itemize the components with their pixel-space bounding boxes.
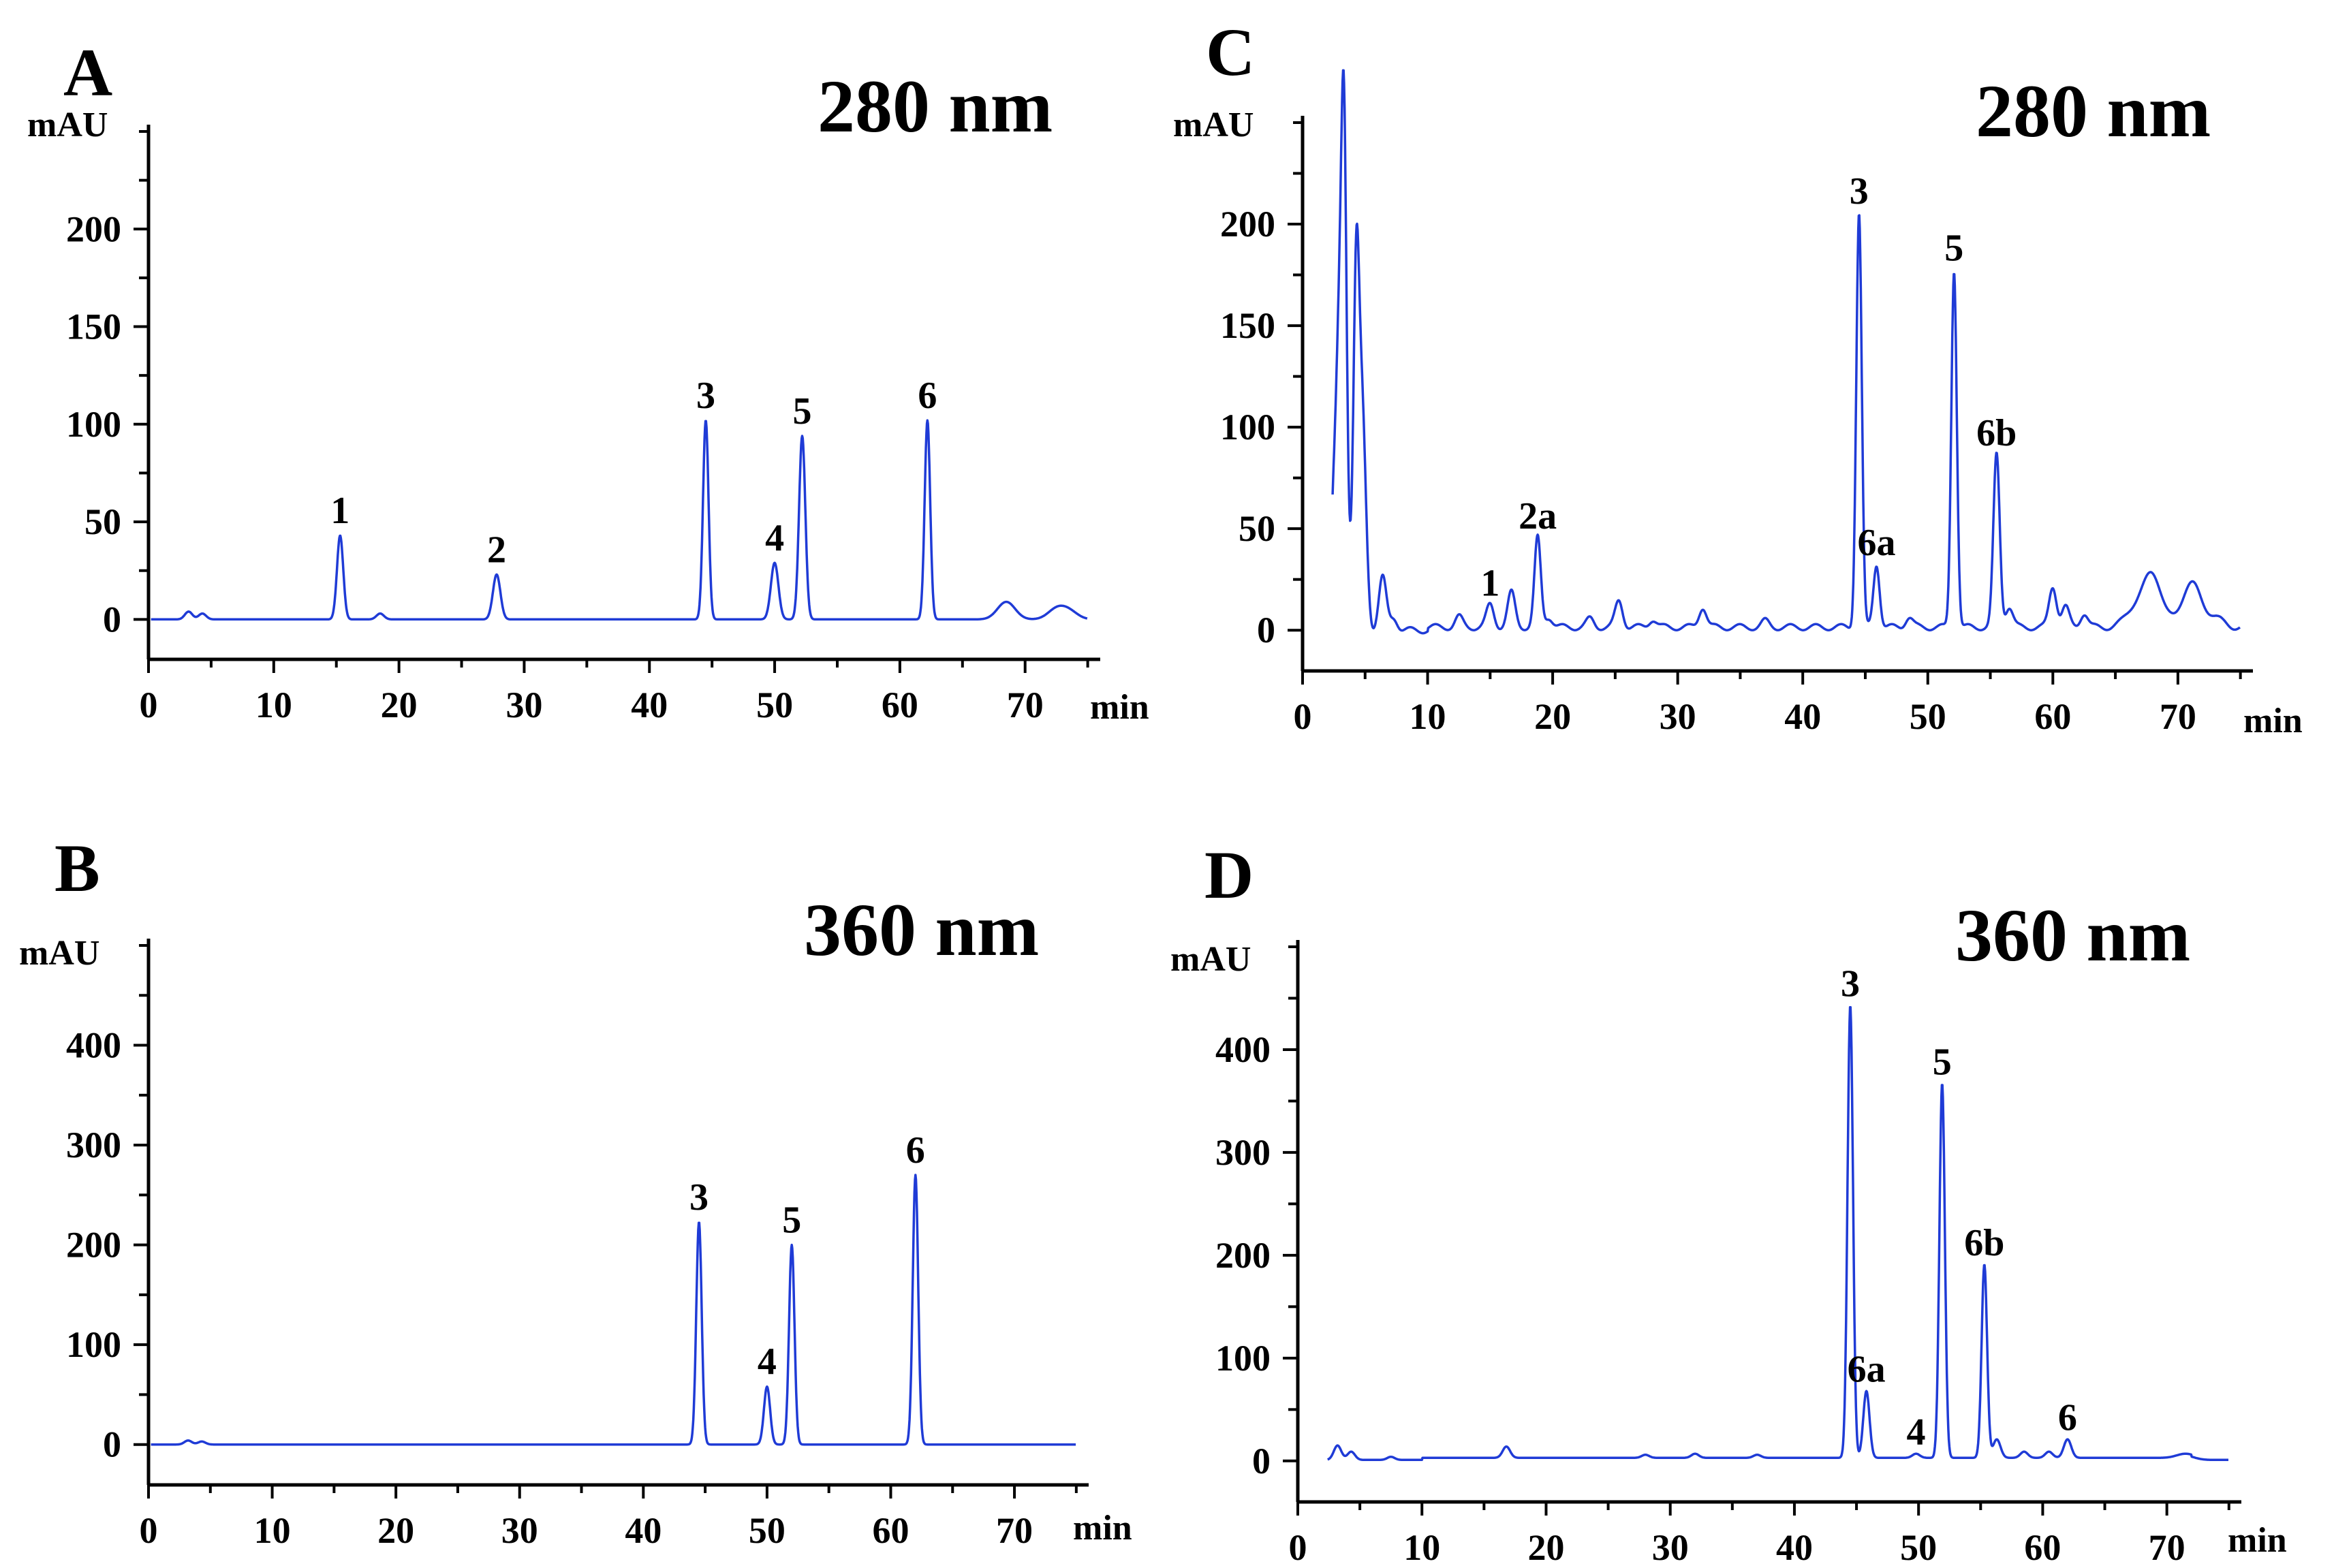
x-tick-label: 10 xyxy=(1410,696,1446,737)
peak-label: 4 xyxy=(1907,1411,1926,1454)
x-tick-label: 20 xyxy=(1534,696,1571,737)
x-tick-label: 50 xyxy=(749,1510,785,1551)
peak-label: 1 xyxy=(1480,562,1499,604)
y-tick-label: 300 xyxy=(1215,1132,1271,1173)
peak-label: 6a xyxy=(1848,1349,1886,1391)
peak-label: 5 xyxy=(1944,228,1963,270)
y-tick-label: 200 xyxy=(1215,1235,1271,1276)
peak-label: 2a xyxy=(1519,495,1557,537)
y-axis-unit: mAU xyxy=(19,934,99,973)
chromatogram-trace xyxy=(1326,1006,2230,1462)
x-tick-label: 60 xyxy=(2024,1527,2061,1568)
x-tick-label: 0 xyxy=(140,685,158,725)
y-tick-label: 50 xyxy=(84,501,121,542)
peak-label: 3 xyxy=(696,375,715,417)
x-tick-label: 60 xyxy=(882,685,918,725)
x-tick-label: 10 xyxy=(255,685,292,725)
chromatogram-trace xyxy=(1331,69,2241,635)
y-tick-label: 50 xyxy=(1239,508,1275,549)
peak-label: 1 xyxy=(330,490,349,532)
x-tick-label: 50 xyxy=(1910,696,1946,737)
x-tick-label: 40 xyxy=(625,1510,662,1551)
wavelength-label: 280 nm xyxy=(818,65,1053,148)
x-tick-label: 50 xyxy=(1900,1527,1937,1568)
x-tick-label: 70 xyxy=(1007,685,1044,725)
y-axis-unit: mAU xyxy=(1173,106,1254,144)
x-axis-unit: min xyxy=(1090,688,1149,727)
y-tick-label: 200 xyxy=(1220,204,1275,245)
y-tick-label: 0 xyxy=(103,599,121,640)
y-tick-label: 0 xyxy=(1252,1441,1271,1481)
y-tick-label: 200 xyxy=(66,1225,121,1266)
peak-label: 6b xyxy=(1964,1222,2004,1264)
x-axis-unit: min xyxy=(2243,702,2303,740)
y-tick-label: 200 xyxy=(66,208,121,249)
x-tick-label: 40 xyxy=(1784,696,1821,737)
x-tick-label: 40 xyxy=(631,685,668,725)
panel-label: D xyxy=(1204,837,1254,913)
panel-B-chart: B 360 nm mAU min 0 100 200 300 400 0 10 20 30 40 50 60 7… xyxy=(19,830,1132,1551)
peak-label: 6 xyxy=(906,1129,925,1172)
x-tick-label: 30 xyxy=(1652,1527,1689,1568)
chromatogram-trace xyxy=(150,419,1088,621)
x-axis-unit: min xyxy=(1073,1509,1132,1548)
x-tick-label: 20 xyxy=(381,685,418,725)
y-tick-label: 100 xyxy=(1220,407,1275,448)
x-tick-label: 30 xyxy=(1660,696,1696,737)
peak-label: 5 xyxy=(793,390,812,433)
x-tick-label: 20 xyxy=(377,1510,414,1551)
x-tick-label: 10 xyxy=(1403,1527,1440,1568)
x-tick-label: 30 xyxy=(505,685,542,725)
x-tick-label: 0 xyxy=(1294,696,1312,737)
x-tick-label: 0 xyxy=(1289,1527,1307,1568)
x-axis-unit: min xyxy=(2228,1521,2287,1560)
y-tick-label: 400 xyxy=(66,1025,121,1066)
x-tick-label: 60 xyxy=(2034,696,2071,737)
x-tick-label: 20 xyxy=(1527,1527,1564,1568)
y-tick-label: 400 xyxy=(1215,1029,1271,1070)
y-axis-unit: mAU xyxy=(27,106,108,144)
wavelength-label: 360 nm xyxy=(804,888,1039,971)
peak-label: 3 xyxy=(689,1176,709,1219)
y-tick-label: 100 xyxy=(1215,1338,1271,1379)
peak-label: 6 xyxy=(918,375,937,417)
y-tick-label: 100 xyxy=(66,1324,121,1365)
panel-D-chart: D 360 nm mAU min 0 100 200 300 400 0 10 20 30 40 50 60 7… xyxy=(1170,837,2287,1568)
x-tick-label: 0 xyxy=(140,1510,158,1551)
peak-label: 6 xyxy=(2058,1397,2077,1439)
y-tick-label: 0 xyxy=(103,1424,121,1465)
x-tick-label: 10 xyxy=(254,1510,291,1551)
y-tick-label: 100 xyxy=(66,404,121,445)
panel-label: B xyxy=(55,830,100,906)
peak-label: 6b xyxy=(1976,412,2017,454)
x-tick-label: 70 xyxy=(2160,696,2196,737)
x-tick-label: 40 xyxy=(1776,1527,1813,1568)
wavelength-label: 360 nm xyxy=(1955,894,2190,977)
panel-label: A xyxy=(63,35,112,110)
peak-label: 4 xyxy=(765,517,784,559)
x-tick-label: 50 xyxy=(756,685,793,725)
peak-label: 6a xyxy=(1858,522,1896,564)
peak-label: 3 xyxy=(1841,963,1860,1005)
y-axis-unit: mAU xyxy=(1170,940,1251,979)
panel-A-chart: A 280 nm mAU min 0 50 100 150 200 0 10 20 30 40 50 60 70… xyxy=(27,35,1149,727)
peak-label: 4 xyxy=(758,1341,777,1383)
peak-label: 2 xyxy=(487,529,506,571)
panel-C-chart: C 280 nm mAU min 0 50 100 150 200 0 10 20 30 40 50 60 70… xyxy=(1173,14,2303,740)
x-tick-label: 70 xyxy=(2149,1527,2185,1568)
x-tick-label: 60 xyxy=(872,1510,909,1551)
y-tick-label: 0 xyxy=(1257,610,1275,650)
y-tick-label: 300 xyxy=(66,1125,121,1165)
y-tick-label: 150 xyxy=(1220,305,1275,346)
peak-label: 5 xyxy=(1933,1041,1952,1083)
x-tick-label: 70 xyxy=(996,1510,1033,1551)
wavelength-label: 280 nm xyxy=(1976,69,2211,153)
x-tick-label: 30 xyxy=(501,1510,538,1551)
peak-label: 3 xyxy=(1850,170,1869,213)
peak-label: 5 xyxy=(782,1199,801,1242)
chromatogram-trace xyxy=(150,1174,1077,1446)
panel-label: C xyxy=(1206,14,1255,90)
y-tick-label: 150 xyxy=(66,307,121,347)
